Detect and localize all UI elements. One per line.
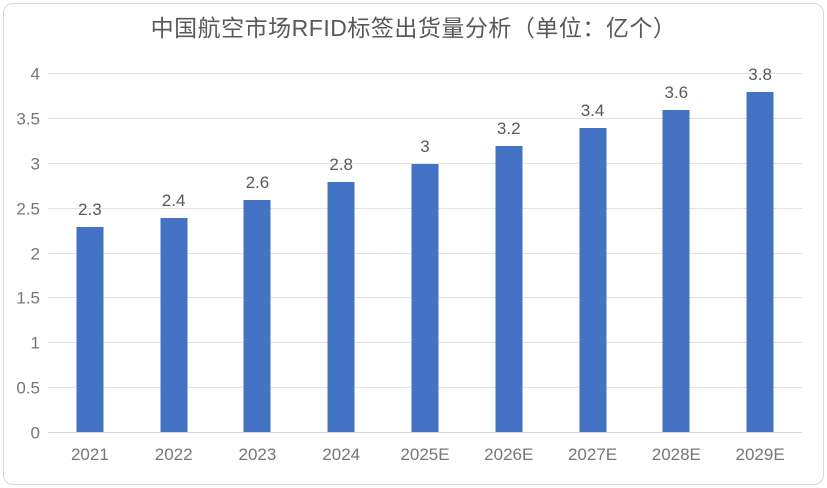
y-tick-label: 3.5	[16, 109, 40, 129]
chart-title: 中国航空市场RFID标签出货量分析（单位：亿个）	[150, 15, 677, 41]
y-tick-label: 1	[30, 333, 40, 353]
x-tick-label-2022: 2022	[154, 445, 193, 464]
y-tick-label: 2	[30, 244, 40, 263]
bar-value-label: 2.3	[78, 199, 102, 219]
y-tick-label: 0.5	[16, 378, 40, 398]
x-tick-label-2024: 2024	[322, 445, 361, 464]
bar-2025E	[411, 163, 439, 433]
y-tick-label: 0	[30, 423, 40, 443]
bar-2022	[160, 217, 188, 433]
bar-value-label: 2.4	[161, 190, 186, 210]
bar-2029E	[746, 91, 774, 433]
y-tick-label: 3	[30, 154, 40, 174]
bar-slot: 3.8	[718, 66, 802, 433]
x-tick-label-2029E: 2029E	[735, 445, 785, 464]
bar-value-label: 3.6	[664, 82, 689, 102]
gridline	[48, 73, 802, 74]
bar-slot: 3.2	[467, 74, 551, 433]
gridline	[48, 162, 802, 164]
x-tick-label-2028E: 2028E	[651, 445, 701, 464]
bar-value-label: 3.8	[748, 64, 772, 84]
bar-slot: 2.4	[132, 74, 216, 433]
x-axis-line	[48, 432, 802, 433]
bar-2026E	[495, 145, 523, 433]
bar-2028E	[662, 109, 690, 433]
x-axis-tick-labels: 2021 2022 2023 2024 2025E 2026E 2027E 2028E 2029…	[48, 444, 802, 466]
bar-2024	[327, 181, 355, 433]
bar-slot: 2.8	[299, 74, 383, 433]
y-tick-label: 2.5	[16, 199, 40, 219]
plot-area: 2.3 2.4 2.6 2.8 3 3.2 3.4 3.6 3.8	[48, 66, 802, 433]
bar-2023	[243, 199, 271, 433]
bar-value-label: 3.2	[496, 118, 521, 138]
x-tick-label-2021: 2021	[70, 445, 109, 464]
x-tick-label-2025E: 2025E	[400, 445, 450, 464]
y-axis-tick-labels: 0 0.5 1 1.5 2 2.5 3 3.5 4	[0, 66, 40, 442]
bar-slot: 3	[383, 74, 467, 433]
bar-slot: 3.4	[551, 74, 635, 433]
bar-2027E	[579, 127, 607, 433]
bar-slot: 3.6	[634, 74, 718, 433]
bar-value-label: 2.8	[329, 154, 354, 174]
x-tick-label-2026E: 2026E	[484, 445, 534, 464]
bar-value-label: 3	[420, 136, 430, 156]
y-tick-label: 4	[30, 64, 40, 84]
gridline	[48, 117, 802, 119]
bar-slot: 2.6	[216, 74, 300, 433]
x-tick-label-2023: 2023	[238, 445, 277, 464]
bar-slot: 2.3	[48, 74, 132, 433]
bar-2021	[76, 226, 104, 433]
bar-value-label: 3.4	[580, 100, 605, 120]
bar-value-label: 2.6	[245, 172, 270, 192]
x-tick-label-2027E: 2027E	[567, 445, 618, 464]
y-tick-label: 1.5	[16, 288, 40, 308]
